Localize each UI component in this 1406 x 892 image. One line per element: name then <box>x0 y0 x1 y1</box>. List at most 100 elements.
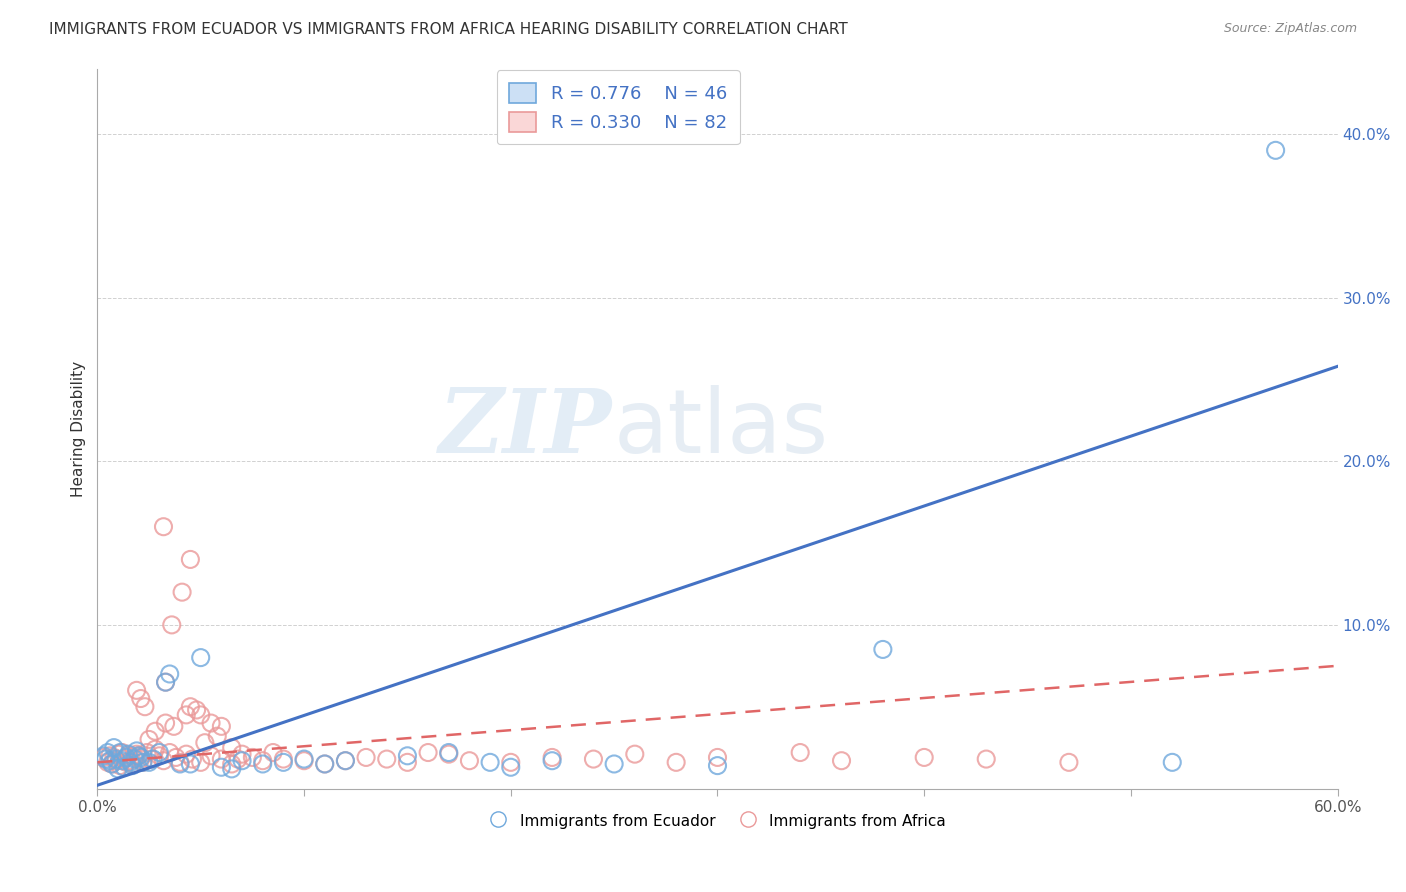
Point <box>172 585 194 599</box>
Point <box>160 618 183 632</box>
Point <box>190 650 212 665</box>
Point <box>499 760 522 774</box>
Point <box>98 754 121 768</box>
Point <box>152 754 174 768</box>
Point <box>120 756 142 770</box>
Point <box>152 519 174 533</box>
Point <box>396 756 419 770</box>
Point <box>103 740 125 755</box>
Point <box>148 748 170 763</box>
Point <box>179 552 201 566</box>
Point <box>479 756 502 770</box>
Point <box>186 703 208 717</box>
Point <box>138 732 160 747</box>
Point <box>121 758 143 772</box>
Point <box>273 756 295 770</box>
Point <box>94 752 117 766</box>
Point <box>107 762 129 776</box>
Point <box>155 675 177 690</box>
Point <box>101 756 124 771</box>
Text: IMMIGRANTS FROM ECUADOR VS IMMIGRANTS FROM AFRICA HEARING DISABILITY CORRELATION: IMMIGRANTS FROM ECUADOR VS IMMIGRANTS FR… <box>49 22 848 37</box>
Point <box>582 752 605 766</box>
Text: Source: ZipAtlas.com: Source: ZipAtlas.com <box>1223 22 1357 36</box>
Point <box>194 736 217 750</box>
Point <box>458 754 481 768</box>
Point <box>163 719 186 733</box>
Point <box>292 752 315 766</box>
Point <box>179 699 201 714</box>
Point <box>97 746 120 760</box>
Point <box>129 691 152 706</box>
Point <box>221 740 243 755</box>
Text: atlas: atlas <box>614 385 830 472</box>
Point <box>207 729 229 743</box>
Y-axis label: Hearing Disability: Hearing Disability <box>72 360 86 497</box>
Point <box>179 756 201 771</box>
Point <box>129 750 152 764</box>
Point <box>125 744 148 758</box>
Point <box>93 748 115 763</box>
Point <box>354 750 377 764</box>
Point <box>416 746 439 760</box>
Point <box>108 758 131 772</box>
Point <box>314 756 336 771</box>
Point <box>335 754 357 768</box>
Point <box>181 752 204 766</box>
Point <box>107 747 129 761</box>
Point <box>98 748 121 763</box>
Point <box>396 748 419 763</box>
Point <box>132 756 155 770</box>
Point <box>124 750 146 764</box>
Point <box>209 719 232 733</box>
Point <box>1057 756 1080 770</box>
Point <box>1161 756 1184 770</box>
Point <box>97 756 120 770</box>
Point <box>1264 144 1286 158</box>
Point <box>912 750 935 764</box>
Point <box>437 747 460 761</box>
Point <box>221 762 243 776</box>
Point <box>159 746 181 760</box>
Point <box>124 752 146 766</box>
Point <box>121 756 143 771</box>
Point <box>200 716 222 731</box>
Point <box>165 750 187 764</box>
Point <box>104 752 127 766</box>
Point <box>190 756 212 770</box>
Point <box>252 756 274 771</box>
Point <box>101 756 124 771</box>
Point <box>174 707 197 722</box>
Point <box>143 724 166 739</box>
Point <box>143 742 166 756</box>
Point <box>128 748 150 763</box>
Point <box>174 747 197 761</box>
Point <box>706 758 728 772</box>
Point <box>262 746 284 760</box>
Point <box>115 750 138 764</box>
Point <box>226 752 249 766</box>
Point <box>139 752 162 766</box>
Point <box>155 675 177 690</box>
Point <box>129 752 152 766</box>
Point <box>93 750 115 764</box>
Point <box>111 746 134 760</box>
Point <box>200 748 222 763</box>
Point <box>112 760 135 774</box>
Point <box>624 747 647 761</box>
Point <box>375 752 398 766</box>
Point <box>132 756 155 770</box>
Point <box>142 752 165 766</box>
Point <box>115 756 138 770</box>
Legend: Immigrants from Ecuador, Immigrants from Africa: Immigrants from Ecuador, Immigrants from… <box>484 806 952 835</box>
Point <box>128 748 150 763</box>
Point <box>148 746 170 760</box>
Point <box>292 754 315 768</box>
Point <box>252 754 274 768</box>
Point <box>108 746 131 760</box>
Point <box>209 760 232 774</box>
Point <box>120 754 142 768</box>
Point <box>231 754 253 768</box>
Point <box>138 756 160 770</box>
Point <box>437 746 460 760</box>
Point <box>159 667 181 681</box>
